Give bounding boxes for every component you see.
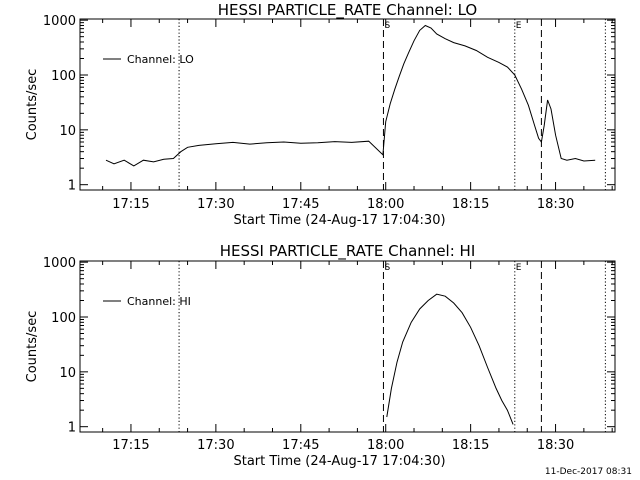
x-tick-label: 18:15 [452, 197, 489, 212]
x-axis-label: Start Time (24-Aug-17 17:04:30) [233, 213, 445, 228]
generation-timestamp: 11-Dec-2017 08:31 [545, 467, 632, 477]
start-marker-label: S [384, 21, 390, 31]
hi-channel-panel: HESSI PARTICLE_RATE Channel: HI 17:15 17:3… [25, 242, 616, 469]
chart-title: HESSI PARTICLE_RATE Channel: HI [220, 242, 476, 261]
x-tick-label: 18:00 [367, 438, 404, 453]
x-tick-label: 17:30 [197, 197, 234, 212]
y-tick-label: 1000 [43, 14, 76, 29]
x-tick-label: 18:30 [537, 197, 574, 212]
end-marker-label: E [516, 263, 522, 273]
plot-frame [79, 18, 616, 191]
x-tick-label: 17:15 [112, 438, 149, 453]
y-tick-label: 1 [68, 179, 76, 194]
y-tick-label: 1000 [43, 256, 76, 271]
start-marker-label: S [384, 263, 390, 273]
y-axis-label: Counts/sec [25, 69, 40, 141]
y-tick-label: 100 [51, 311, 76, 326]
series-line [386, 293, 514, 425]
x-tick-label: 18:15 [452, 438, 489, 453]
x-tick-label: 17:15 [112, 197, 149, 212]
lo-channel-panel: HESSI PARTICLE_RATE Channel: LO 17:15 17:3… [25, 1, 616, 228]
y-tick-label: 100 [51, 69, 76, 84]
end-marker-label: E [516, 21, 522, 31]
x-tick-label: 18:30 [537, 438, 574, 453]
x-tick-label: 17:45 [282, 197, 319, 212]
legend-entry: Channel: LO [127, 53, 194, 66]
x-axis-label: Start Time (24-Aug-17 17:04:30) [233, 454, 445, 469]
y-tick-label: 10 [59, 366, 76, 381]
x-tick-label: 17:45 [282, 438, 319, 453]
x-tick-label: 18:00 [367, 197, 404, 212]
plot-frame [79, 260, 616, 433]
y-tick-label: 1 [68, 421, 76, 436]
x-tick-label: 17:30 [197, 438, 234, 453]
y-tick-label: 10 [59, 124, 76, 139]
y-axis-label: Counts/sec [25, 311, 40, 383]
chart-title: HESSI PARTICLE_RATE Channel: LO [218, 1, 477, 20]
legend-entry: Channel: HI [127, 295, 191, 308]
